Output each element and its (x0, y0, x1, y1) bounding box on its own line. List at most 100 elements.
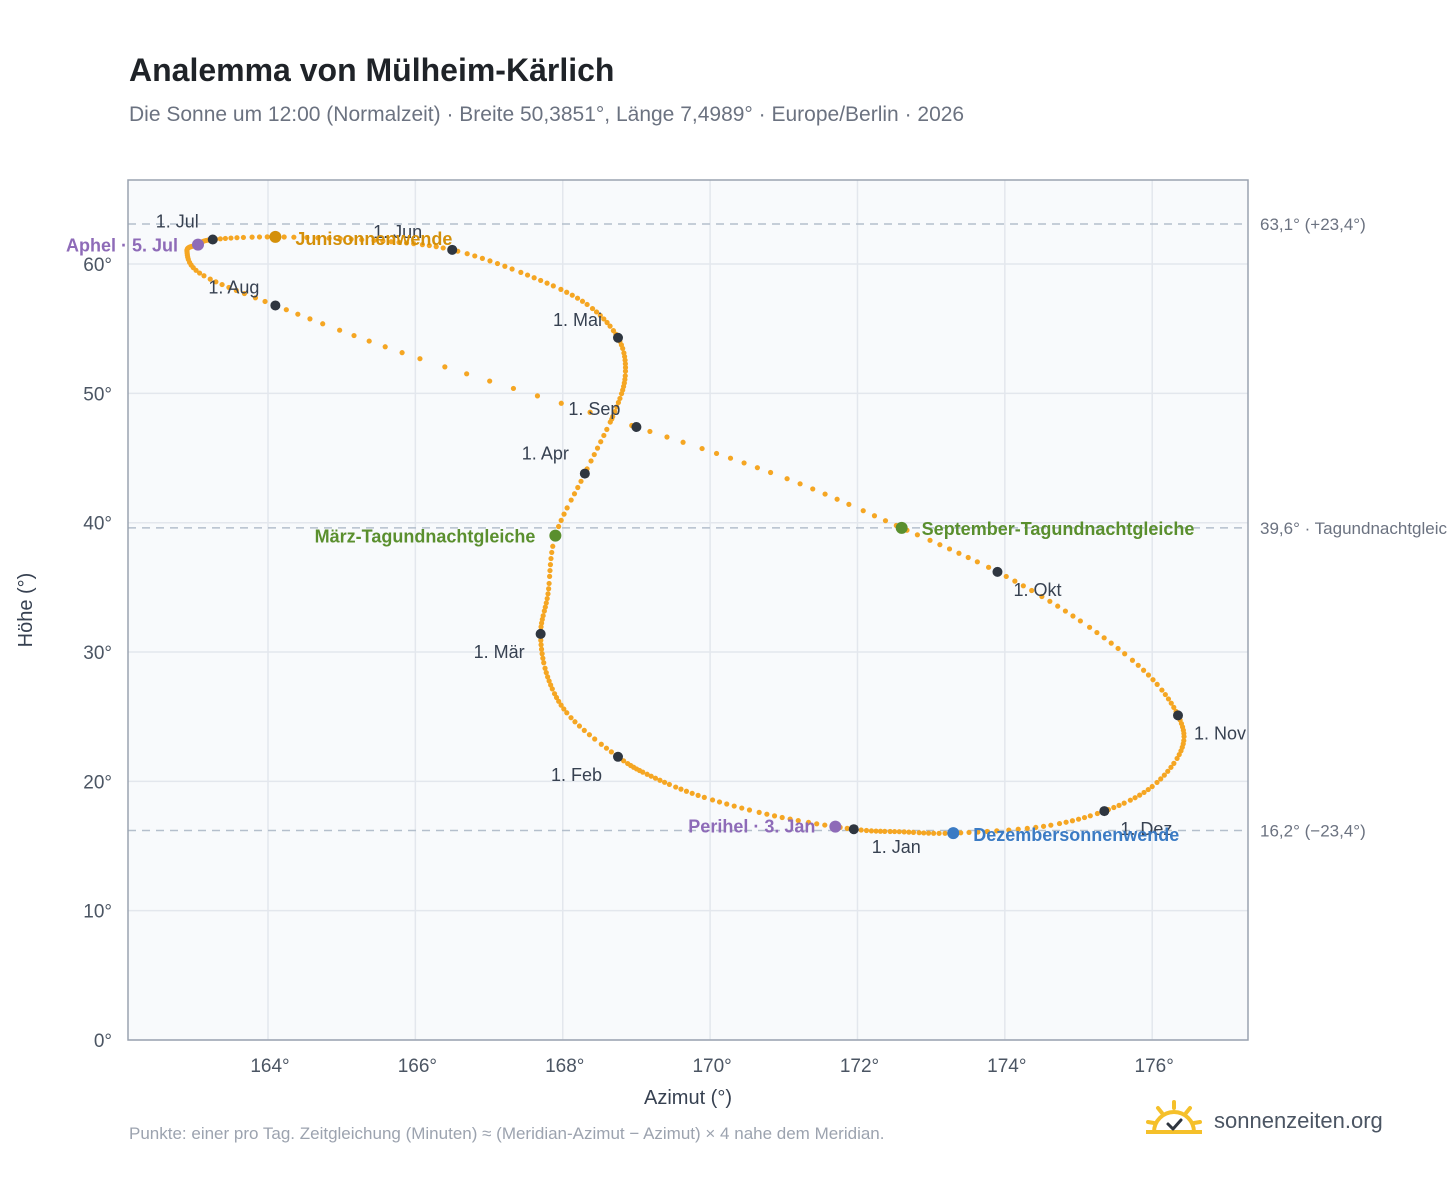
day-dot (647, 428, 653, 435)
day-dot (1062, 608, 1069, 614)
day-dot (910, 829, 917, 835)
day-dot (359, 237, 365, 243)
day-dot (1039, 593, 1045, 600)
day-dot (538, 642, 544, 648)
day-dot (1012, 578, 1018, 584)
day-dot (604, 319, 610, 326)
day-dot (543, 670, 549, 676)
day-dot (593, 309, 600, 315)
day-dot (873, 828, 879, 834)
day-dot (222, 235, 228, 242)
day-dot (868, 828, 875, 834)
day-dot (1081, 814, 1088, 821)
day-dot (620, 758, 627, 764)
day-dot (1171, 704, 1177, 710)
day-dot (844, 825, 850, 831)
day-dot (683, 788, 690, 794)
day-dot (546, 678, 552, 684)
day-dot (1006, 827, 1012, 833)
day-dot (201, 273, 207, 279)
day-dot (657, 777, 663, 783)
day-dot (1003, 573, 1009, 580)
day-dot (680, 439, 686, 445)
day-dot (891, 828, 898, 835)
month-markers: 1. Jan 1. Feb 1. Mär 1. Apr 1. Mai 1. Jun 1. J… (156, 211, 1246, 857)
day-dot (564, 710, 570, 716)
day-dot (1047, 598, 1053, 604)
day-dot (464, 371, 470, 377)
day-dot (1145, 786, 1151, 793)
day-dot (262, 298, 268, 305)
day-dot (601, 432, 607, 439)
event-marker (947, 827, 960, 840)
month-marker (631, 422, 642, 433)
day-dot (1171, 760, 1177, 766)
y-tick-label: 20° (83, 772, 112, 793)
day-dot (541, 608, 547, 614)
day-dot (193, 267, 199, 273)
day-dot (625, 760, 631, 767)
day-dot (1020, 583, 1026, 589)
day-dot (472, 253, 478, 259)
event-markers: Junisonnenwende März-Tagundnachtgleiche Se… (66, 229, 1194, 845)
day-dot (564, 505, 570, 511)
y-tick-label: 0° (94, 1031, 112, 1052)
month-marker (1173, 710, 1183, 721)
day-dot (548, 682, 554, 688)
day-dot (1101, 635, 1107, 641)
day-dot (1075, 816, 1082, 822)
event-label: Perihel · 3. Jan (688, 817, 815, 837)
day-dot (1086, 624, 1093, 630)
month-label: 1. Feb (551, 765, 602, 785)
day-dot (542, 604, 548, 610)
day-dot (207, 276, 213, 282)
day-dot (556, 698, 562, 704)
day-dot (956, 550, 962, 556)
y-tick-label: 40° (83, 514, 112, 535)
day-dot (601, 316, 607, 322)
day-dot (304, 234, 310, 241)
day-dot (426, 242, 432, 249)
day-dot (604, 426, 610, 432)
day-dot (547, 562, 554, 568)
day-dot (1132, 795, 1138, 801)
month-label: 1. Aug (208, 277, 259, 297)
day-dot (860, 508, 866, 514)
day-dot (1122, 651, 1128, 657)
day-dot (1033, 824, 1039, 831)
day-dot (1121, 800, 1127, 806)
day-dot (544, 595, 550, 602)
month-marker (447, 244, 458, 255)
day-dot (1127, 797, 1133, 803)
day-dot (1149, 783, 1155, 790)
day-dot (741, 460, 747, 466)
day-dot (622, 373, 628, 379)
day-dot (1135, 662, 1141, 668)
month-label: 1. Apr (522, 444, 569, 464)
day-dot (1069, 818, 1076, 824)
day-dot (241, 290, 248, 297)
day-dot (568, 497, 574, 503)
day-dot (1015, 826, 1021, 832)
day-dot (594, 445, 601, 451)
day-dot (871, 513, 878, 519)
day-dot (846, 501, 852, 507)
day-dot (709, 797, 716, 803)
brand[interactable]: sonnenzeiten.org (1144, 1100, 1383, 1141)
day-dot (545, 674, 551, 680)
day-dot (538, 624, 544, 630)
day-dot (578, 478, 584, 484)
day-dot (858, 827, 864, 833)
day-dot (666, 781, 673, 788)
chart-title: Analemma von Mülheim-Kärlich (129, 52, 615, 88)
day-dot (510, 385, 517, 392)
day-dot (916, 830, 922, 836)
day-dot (586, 732, 593, 738)
day-dot (283, 307, 289, 313)
day-dot (240, 234, 247, 241)
day-dot (756, 809, 762, 815)
day-dot (1150, 677, 1156, 683)
day-dot (587, 409, 593, 415)
day-dot (608, 749, 614, 755)
day-dot (784, 476, 790, 482)
